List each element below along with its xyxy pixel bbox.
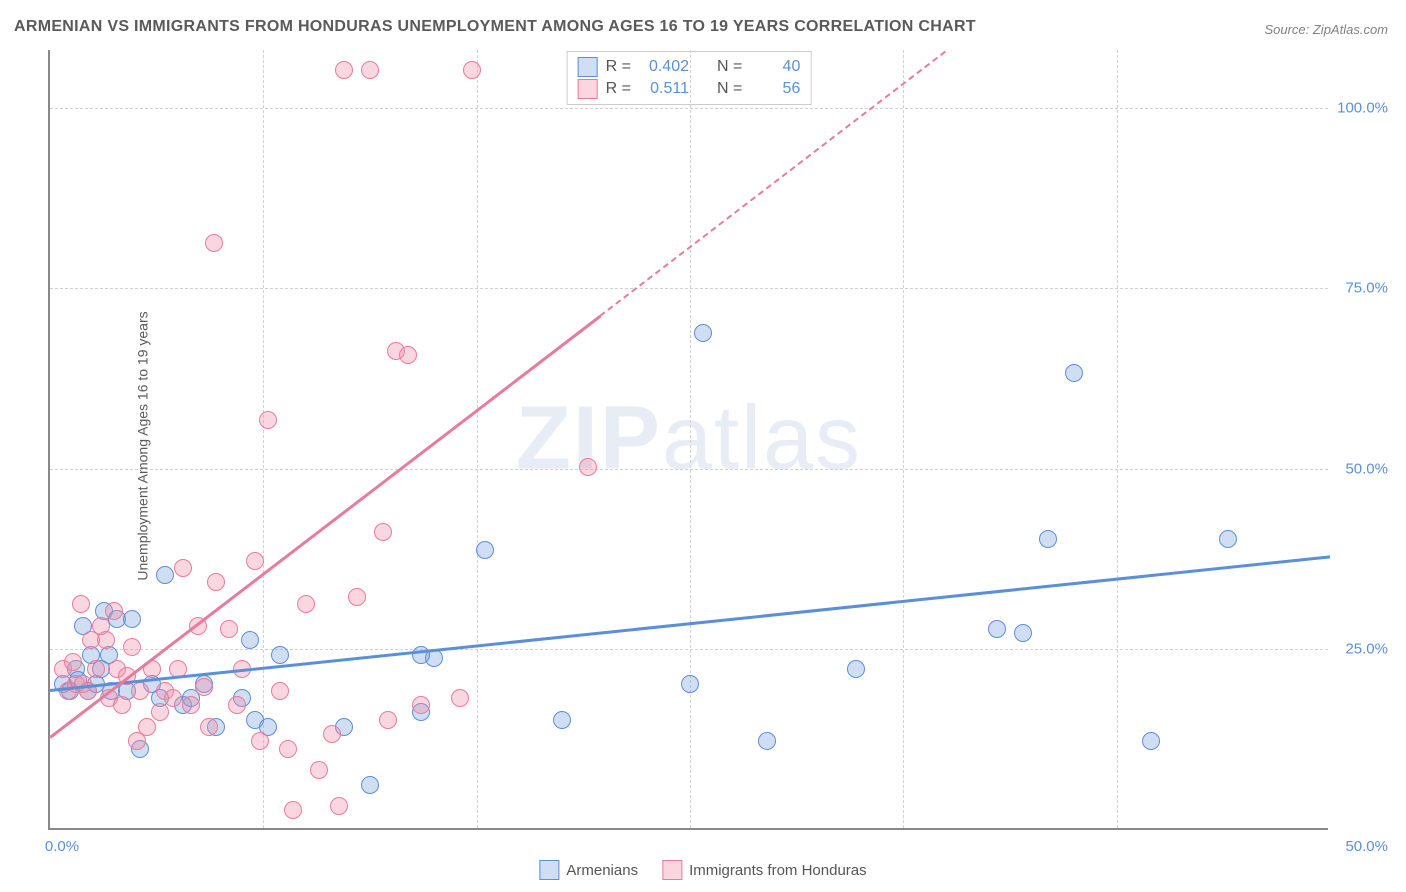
data-point — [87, 660, 105, 678]
stat-r-value: 0.402 — [639, 58, 689, 76]
grid-line-h — [50, 108, 1328, 109]
data-point — [271, 682, 289, 700]
x-tick-label: 0.0% — [45, 838, 79, 855]
series-legend: Armenians Immigrants from Honduras — [539, 860, 866, 880]
grid-line-v — [477, 50, 478, 828]
data-point — [164, 689, 182, 707]
data-point — [220, 620, 238, 638]
data-point — [758, 732, 776, 750]
data-point — [259, 411, 277, 429]
data-point — [131, 682, 149, 700]
source-label: Source: ZipAtlas.com — [1264, 22, 1388, 37]
data-point — [323, 725, 341, 743]
data-point — [463, 61, 481, 79]
data-point — [205, 234, 223, 252]
data-point — [412, 646, 430, 664]
grid-line-h — [50, 649, 1328, 650]
legend-label: Immigrants from Honduras — [689, 862, 867, 879]
legend-swatch — [662, 860, 682, 880]
data-point — [361, 776, 379, 794]
grid-line-v — [903, 50, 904, 828]
data-point — [105, 602, 123, 620]
data-point — [1219, 530, 1237, 548]
data-point — [553, 711, 571, 729]
stat-r-value: 0.511 — [639, 80, 689, 98]
data-point — [374, 523, 392, 541]
stat-n-value: 56 — [750, 80, 800, 98]
chart-title: ARMENIAN VS IMMIGRANTS FROM HONDURAS UNE… — [14, 18, 976, 36]
legend-swatch — [578, 79, 598, 99]
data-point — [200, 718, 218, 736]
legend-item: Immigrants from Honduras — [662, 860, 867, 880]
data-point — [1039, 530, 1057, 548]
legend-item: Armenians — [539, 860, 638, 880]
data-point — [182, 696, 200, 714]
stat-r-label: R = — [606, 80, 631, 98]
stat-r-label: R = — [606, 58, 631, 76]
data-point — [97, 631, 115, 649]
data-point — [228, 696, 246, 714]
data-point — [1065, 364, 1083, 382]
data-point — [1142, 732, 1160, 750]
data-point — [330, 797, 348, 815]
data-point — [174, 559, 192, 577]
data-point — [151, 703, 169, 721]
data-point — [297, 595, 315, 613]
data-point — [1014, 624, 1032, 642]
grid-line-h — [50, 288, 1328, 289]
data-point — [988, 620, 1006, 638]
legend-swatch — [578, 57, 598, 77]
y-tick-label: 50.0% — [1345, 460, 1388, 477]
stat-n-label: N = — [717, 80, 742, 98]
grid-line-v — [690, 50, 691, 828]
data-point — [64, 653, 82, 671]
legend-swatch — [539, 860, 559, 880]
data-point — [399, 346, 417, 364]
data-point — [156, 566, 174, 584]
stat-n-value: 40 — [750, 58, 800, 76]
data-point — [579, 458, 597, 476]
stats-legend: R = 0.402 N = 40 R = 0.511 N = 56 — [567, 51, 812, 105]
grid-line-h — [50, 469, 1328, 470]
data-point — [451, 689, 469, 707]
data-point — [138, 718, 156, 736]
stats-row: R = 0.402 N = 40 — [578, 56, 801, 78]
grid-line-v — [1117, 50, 1118, 828]
data-point — [195, 678, 213, 696]
grid-line-v — [263, 50, 264, 828]
data-point — [251, 732, 269, 750]
data-point — [335, 61, 353, 79]
y-tick-label: 100.0% — [1337, 99, 1388, 116]
chart-container: ARMENIAN VS IMMIGRANTS FROM HONDURAS UNE… — [0, 0, 1406, 892]
data-point — [246, 552, 264, 570]
watermark: ZIPatlas — [516, 388, 862, 491]
data-point — [348, 588, 366, 606]
data-point — [279, 740, 297, 758]
data-point — [207, 573, 225, 591]
trend-line — [49, 315, 601, 738]
data-point — [476, 541, 494, 559]
data-point — [310, 761, 328, 779]
data-point — [271, 646, 289, 664]
stats-row: R = 0.511 N = 56 — [578, 78, 801, 100]
y-tick-label: 75.0% — [1345, 280, 1388, 297]
data-point — [412, 696, 430, 714]
legend-label: Armenians — [566, 862, 638, 879]
data-point — [72, 595, 90, 613]
data-point — [241, 631, 259, 649]
data-point — [379, 711, 397, 729]
stat-n-label: N = — [717, 58, 742, 76]
y-tick-label: 25.0% — [1345, 641, 1388, 658]
data-point — [361, 61, 379, 79]
data-point — [113, 696, 131, 714]
x-tick-label: 50.0% — [1345, 838, 1388, 855]
data-point — [123, 610, 141, 628]
data-point — [284, 801, 302, 819]
data-point — [694, 324, 712, 342]
data-point — [847, 660, 865, 678]
data-point — [123, 638, 141, 656]
plot-area: ZIPatlas R = 0.402 N = 40 R = 0.511 N = 56 — [48, 50, 1328, 830]
data-point — [681, 675, 699, 693]
